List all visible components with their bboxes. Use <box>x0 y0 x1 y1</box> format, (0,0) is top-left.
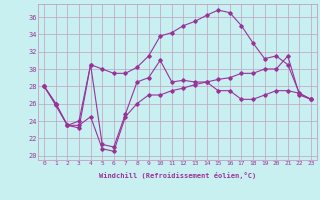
X-axis label: Windchill (Refroidissement éolien,°C): Windchill (Refroidissement éolien,°C) <box>99 172 256 179</box>
